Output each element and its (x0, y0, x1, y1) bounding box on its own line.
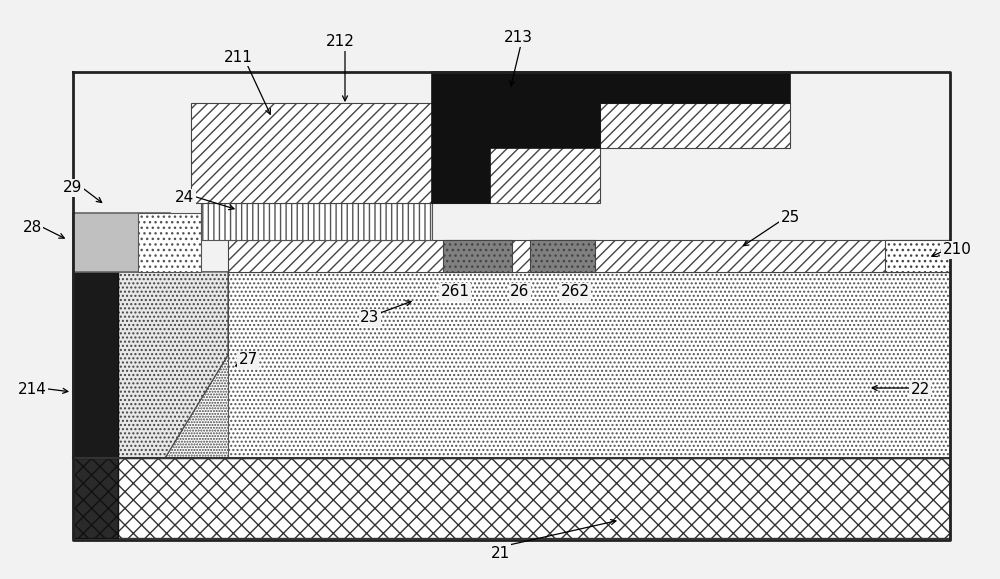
Text: 261: 261 (440, 284, 470, 299)
Text: 24: 24 (175, 190, 195, 206)
Bar (191, 103, 600, 203)
Text: 213: 213 (504, 31, 532, 46)
Bar (73, 458, 118, 538)
Bar (885, 240, 950, 272)
Text: 27: 27 (238, 353, 258, 368)
Bar (201, 203, 432, 240)
Text: 26: 26 (510, 284, 530, 299)
Text: 262: 262 (560, 284, 590, 299)
Text: 211: 211 (224, 49, 252, 64)
Bar (73, 458, 950, 538)
Text: 25: 25 (780, 211, 800, 225)
Text: 29: 29 (63, 181, 83, 196)
Text: 212: 212 (326, 35, 354, 49)
Bar (600, 103, 790, 148)
Polygon shape (432, 72, 790, 203)
Bar (73, 213, 170, 272)
Polygon shape (73, 272, 228, 458)
Bar (73, 272, 950, 458)
Text: 23: 23 (360, 310, 380, 325)
Bar (138, 213, 201, 272)
Text: 210: 210 (943, 243, 971, 258)
Polygon shape (73, 272, 228, 458)
Bar (228, 272, 950, 458)
Bar (443, 240, 512, 272)
Text: 28: 28 (22, 221, 42, 236)
Text: 21: 21 (490, 545, 510, 560)
Text: 22: 22 (910, 383, 930, 398)
Bar (228, 240, 950, 272)
Text: 214: 214 (18, 383, 46, 398)
Bar (530, 240, 595, 272)
Bar (73, 272, 118, 458)
